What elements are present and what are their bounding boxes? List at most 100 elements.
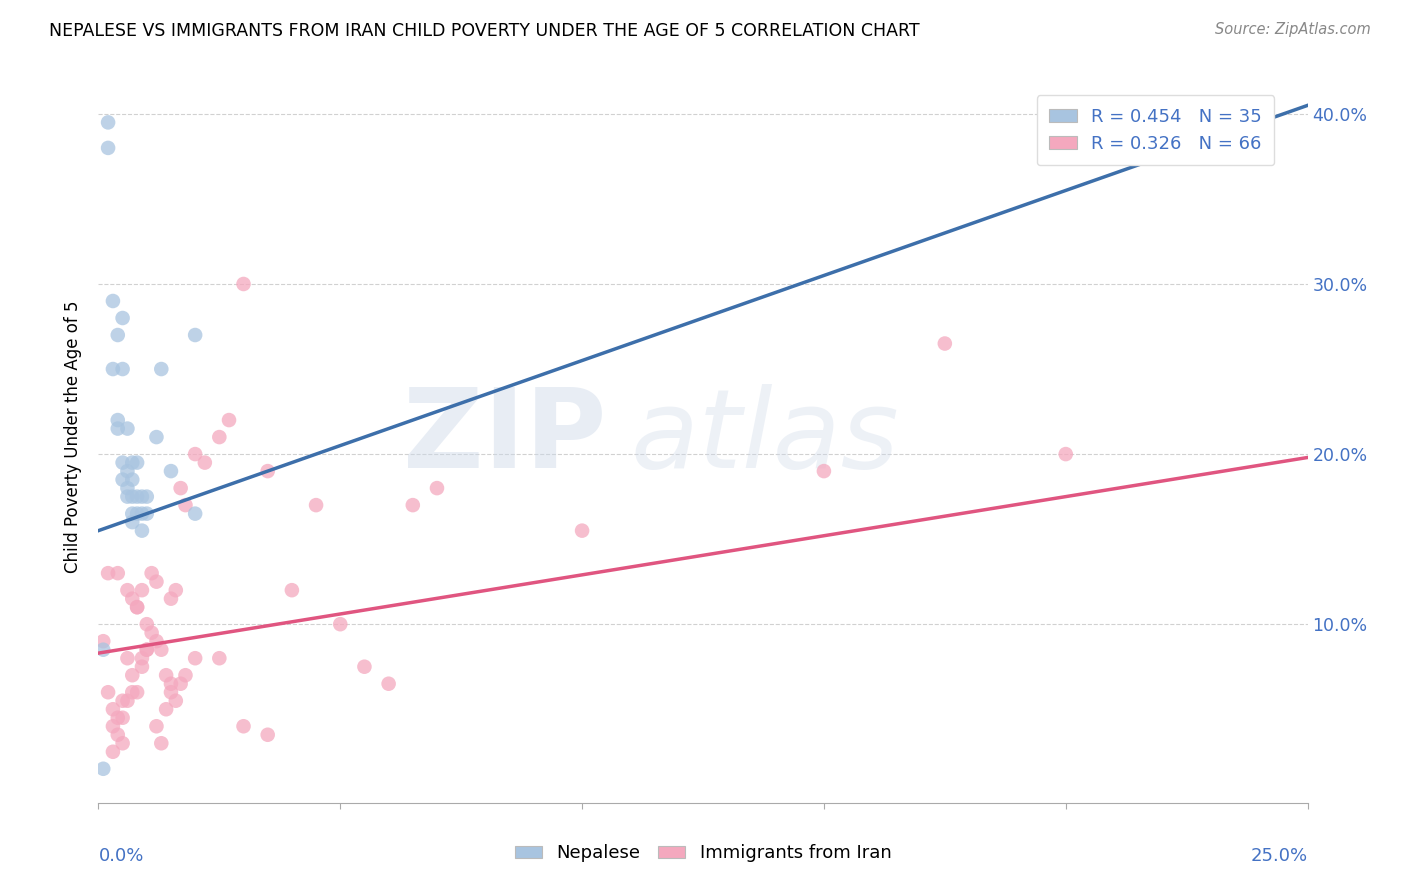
Point (160, 685, 183, 699)
Point (91, 634, 114, 648)
Point (101, 293, 124, 308)
Point (101, 745, 124, 759)
Text: 0.0%: 0.0% (98, 847, 143, 864)
Point (101, 719, 124, 733)
Point (117, 421, 139, 435)
Point (111, 694, 134, 708)
Point (135, 507, 157, 521)
Point (127, 456, 149, 470)
Point (127, 600, 149, 615)
Point (131, 659, 153, 673)
Point (402, 498, 425, 512)
Point (111, 736, 134, 750)
Point (97, 141, 120, 155)
Point (111, 362, 134, 376)
Point (184, 507, 207, 521)
Point (232, 277, 254, 291)
Point (131, 490, 153, 504)
Point (165, 583, 187, 598)
Text: Source: ZipAtlas.com: Source: ZipAtlas.com (1215, 22, 1371, 37)
Point (145, 634, 167, 648)
Point (101, 702, 124, 716)
Point (145, 574, 167, 589)
Point (131, 524, 153, 538)
Point (107, 728, 129, 742)
Point (571, 524, 593, 538)
Point (117, 464, 139, 478)
Point (97, 115, 120, 129)
Point (145, 430, 167, 444)
Point (127, 685, 149, 699)
Point (329, 617, 352, 632)
Point (155, 702, 177, 716)
Point (117, 490, 139, 504)
Text: 25.0%: 25.0% (1250, 847, 1308, 864)
Point (117, 651, 139, 665)
Point (121, 490, 143, 504)
Point (127, 507, 149, 521)
Point (127, 490, 149, 504)
Point (135, 642, 157, 657)
Point (101, 362, 124, 376)
Point (107, 711, 129, 725)
Point (160, 677, 183, 691)
Point (281, 583, 304, 598)
Point (150, 362, 173, 376)
Point (131, 507, 153, 521)
Point (155, 668, 177, 682)
Point (813, 464, 835, 478)
Point (135, 642, 157, 657)
Point (111, 711, 134, 725)
Point (353, 659, 375, 673)
Point (194, 456, 217, 470)
Text: atlas: atlas (630, 384, 898, 491)
Point (121, 685, 143, 699)
Point (135, 490, 157, 504)
Point (184, 651, 207, 665)
Point (174, 668, 197, 682)
Point (131, 583, 153, 598)
Point (121, 473, 143, 487)
Point (121, 456, 143, 470)
Point (121, 515, 143, 529)
Point (934, 336, 956, 351)
Point (184, 328, 207, 343)
Point (107, 566, 129, 581)
Point (377, 677, 399, 691)
Point (160, 591, 183, 606)
Point (117, 583, 139, 598)
Point (208, 651, 231, 665)
Point (218, 413, 240, 427)
Point (169, 677, 191, 691)
Text: ZIP: ZIP (404, 384, 606, 491)
Point (145, 719, 167, 733)
Point (127, 600, 149, 615)
Point (121, 591, 143, 606)
Point (256, 728, 278, 742)
Point (131, 651, 153, 665)
Point (184, 447, 207, 461)
Point (160, 464, 183, 478)
Legend: Nepalese, Immigrants from Iran: Nepalese, Immigrants from Iran (508, 838, 898, 870)
Legend: R = 0.454   N = 35, R = 0.326   N = 66: R = 0.454 N = 35, R = 0.326 N = 66 (1036, 95, 1274, 165)
Point (141, 625, 163, 640)
Point (107, 328, 129, 343)
Point (232, 719, 254, 733)
Point (256, 464, 278, 478)
Point (135, 617, 157, 632)
Point (165, 694, 187, 708)
Point (97, 566, 120, 581)
Point (208, 430, 231, 444)
Point (117, 694, 139, 708)
Point (107, 413, 129, 427)
Text: NEPALESE VS IMMIGRANTS FROM IRAN CHILD POVERTY UNDER THE AGE OF 5 CORRELATION CH: NEPALESE VS IMMIGRANTS FROM IRAN CHILD P… (49, 22, 920, 40)
Point (111, 456, 134, 470)
Point (169, 481, 191, 495)
Point (150, 736, 173, 750)
Point (97, 685, 120, 699)
Point (1054, 447, 1077, 461)
Point (111, 311, 134, 326)
Point (305, 498, 328, 512)
Point (121, 668, 143, 682)
Point (107, 421, 129, 435)
